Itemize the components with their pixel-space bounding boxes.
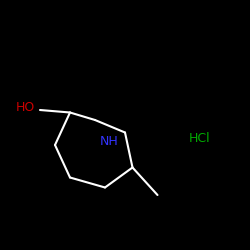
Text: HCl: HCl — [189, 132, 211, 145]
Text: HO: HO — [16, 101, 34, 114]
Text: NH: NH — [100, 135, 118, 148]
